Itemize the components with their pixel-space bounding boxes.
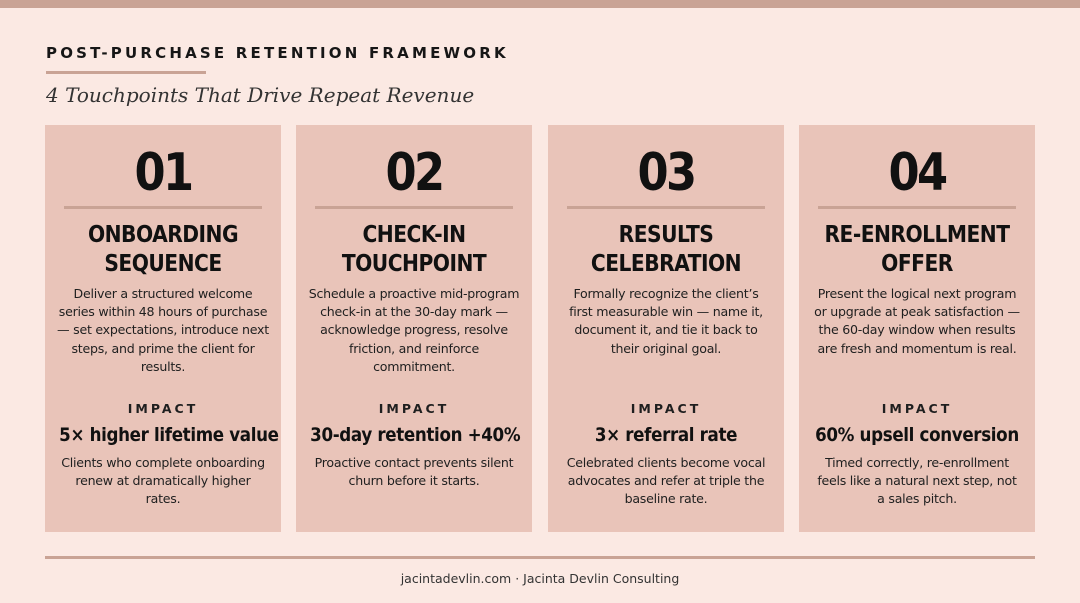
impact-description: Timed correctly, re-enrollment feels lik…: [817, 455, 1017, 507]
card-number: 04: [888, 143, 948, 203]
card-divider: [567, 206, 765, 209]
card-divider: [818, 206, 1016, 209]
touchpoint-card-4: 04 RE-ENROLLMENT OFFER Present the logic…: [799, 125, 1035, 532]
card-divider: [64, 206, 262, 209]
impact-label: IMPACT: [881, 401, 953, 416]
card-title: RESULTS CELEBRATION: [590, 222, 742, 277]
footer-credit: jacintadevlin.com · Jacinta Devlin Consu…: [400, 571, 680, 586]
impact-description: Proactive contact prevents silent churn …: [314, 455, 514, 489]
top-accent-bar: [0, 0, 1080, 8]
card-number: 03: [637, 143, 697, 203]
footer-divider: [45, 556, 1035, 559]
card-title: ONBOARDING SEQUENCE: [87, 222, 239, 277]
touchpoint-card-1: 01 ONBOARDING SEQUENCE Deliver a structu…: [45, 125, 281, 532]
card-description: Formally recognize the client’s first me…: [569, 286, 763, 356]
impact-description: Celebrated clients become vocal advocate…: [566, 455, 766, 507]
impact-label: IMPACT: [127, 401, 199, 416]
touchpoint-card-3: 03 RESULTS CELEBRATION Formally recogniz…: [548, 125, 784, 532]
page-subtitle: 4 Touchpoints That Drive Repeat Revenue: [46, 83, 475, 107]
card-title: RE-ENROLLMENT OFFER: [824, 222, 1010, 277]
card-title: CHECK-IN TOUCHPOINT: [341, 222, 487, 277]
card-description: Schedule a proactive mid-program check-i…: [308, 286, 520, 374]
touchpoint-cards: 01 ONBOARDING SEQUENCE Deliver a structu…: [45, 125, 1035, 532]
impact-description: Clients who complete onboarding renew at…: [61, 455, 265, 507]
impact-metric: 30-day retention +40%: [310, 424, 521, 446]
card-description: Deliver a structured welcome series with…: [57, 286, 269, 374]
impact-metric: 5× higher lifetime value: [59, 424, 279, 446]
impact-label: IMPACT: [630, 401, 702, 416]
card-description: Present the logical next program or upgr…: [814, 286, 1020, 356]
card-divider: [315, 206, 513, 209]
touchpoint-card-2: 02 CHECK-IN TOUCHPOINT Schedule a proact…: [296, 125, 532, 532]
eyebrow-underline: [46, 71, 206, 74]
impact-metric: 3× referral rate: [594, 424, 738, 446]
card-number: 01: [134, 143, 194, 203]
framework-eyebrow: POST-PURCHASE RETENTION FRAMEWORK: [46, 44, 509, 62]
impact-metric: 60% upsell conversion: [815, 424, 1019, 446]
card-number: 02: [385, 143, 445, 203]
impact-label: IMPACT: [378, 401, 450, 416]
